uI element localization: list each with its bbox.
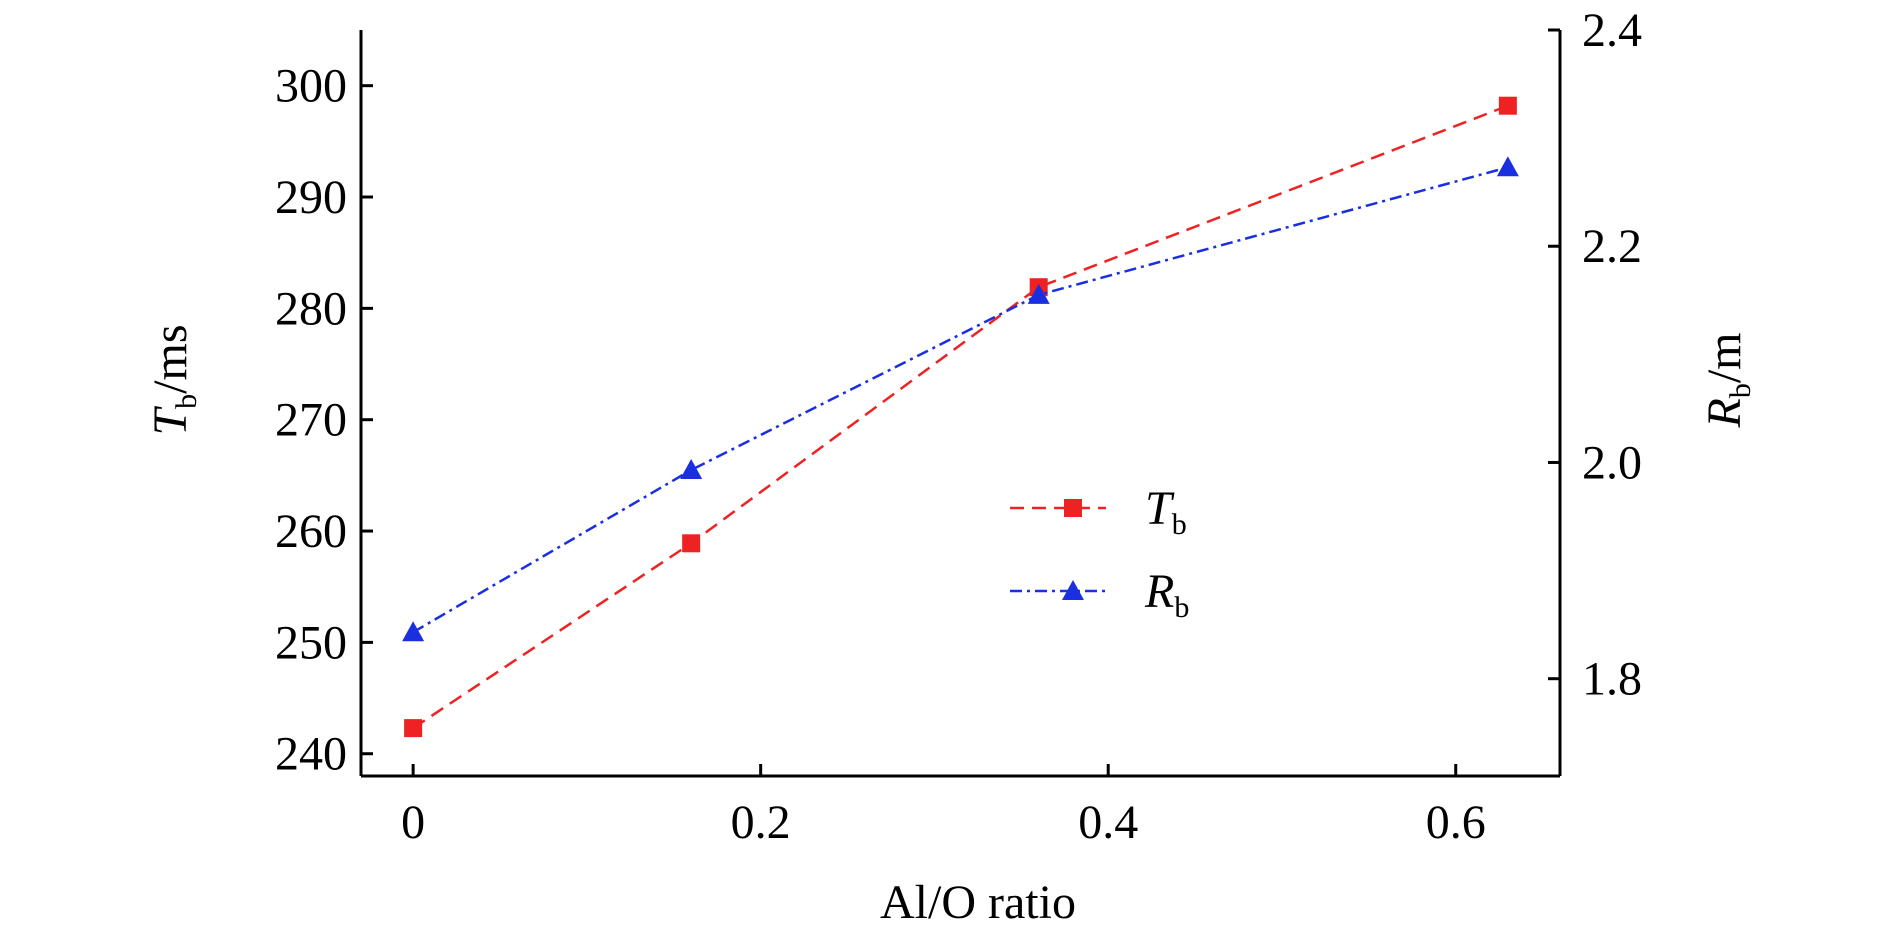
y-right-tick-label: 2.0 (1582, 436, 1642, 489)
data-point (1027, 283, 1050, 304)
legend-label: Tb (1145, 482, 1187, 541)
legend-label-main: T (1145, 482, 1175, 535)
data-point (1496, 156, 1519, 177)
legend-label-sub: b (1174, 591, 1189, 624)
series-line (412, 104, 1509, 730)
axes: 0 0.2 0.4 0.6 240 250 260 270 280 290 300 1.8 2.0 2.2… (275, 4, 1642, 849)
legend-item-rb: Rb (1010, 565, 1189, 624)
y-right-label-sub: b (1724, 383, 1757, 398)
y-right-label-unit: /m (1698, 333, 1751, 384)
y-left-tick-label: 240 (275, 728, 347, 781)
y-left-tick-label: 280 (275, 282, 347, 335)
x-tick-label: 0 (401, 796, 425, 849)
series-rb (402, 156, 1519, 642)
legend-marker (1064, 499, 1082, 517)
y-left-label-sub: b (170, 394, 203, 409)
data-point (404, 719, 423, 738)
data-point (682, 534, 701, 553)
y-left-axis-label: Tb/ms (144, 324, 203, 435)
x-axis-label: Al/O ratio (880, 876, 1076, 929)
legend-label: Rb (1144, 565, 1189, 624)
y-right-axis-label: Rb/m (1698, 333, 1757, 429)
data-point (680, 459, 703, 480)
data-point (1498, 96, 1517, 115)
y-left-tick-label: 250 (275, 616, 347, 669)
y-right-tick-label: 2.4 (1582, 4, 1642, 57)
x-tick-label: 0.2 (731, 796, 791, 849)
x-tick-label: 0.4 (1078, 796, 1138, 849)
y-right-label-main: R (1698, 398, 1751, 428)
series-line (412, 166, 1509, 634)
legend-marker (1062, 580, 1084, 600)
y-right-tick-label: 2.2 (1582, 220, 1642, 273)
y-left-tick-label: 300 (275, 60, 347, 113)
x-tick-label: 0.6 (1426, 796, 1486, 849)
y-left-label-unit: /ms (144, 324, 197, 393)
legend-label-sub: b (1172, 508, 1187, 541)
y-left-tick-label: 270 (275, 394, 347, 447)
series-tb (404, 96, 1517, 738)
y-left-label-main: T (144, 406, 197, 436)
y-left-tick-label: 260 (275, 505, 347, 558)
series-layer (402, 96, 1519, 738)
y-right-tick-label: 1.8 (1582, 653, 1642, 706)
y-left-tick-label: 290 (275, 171, 347, 224)
legend-item-tb: Tb (1010, 482, 1187, 541)
data-point (402, 621, 425, 642)
legend-label-main: R (1144, 565, 1174, 618)
